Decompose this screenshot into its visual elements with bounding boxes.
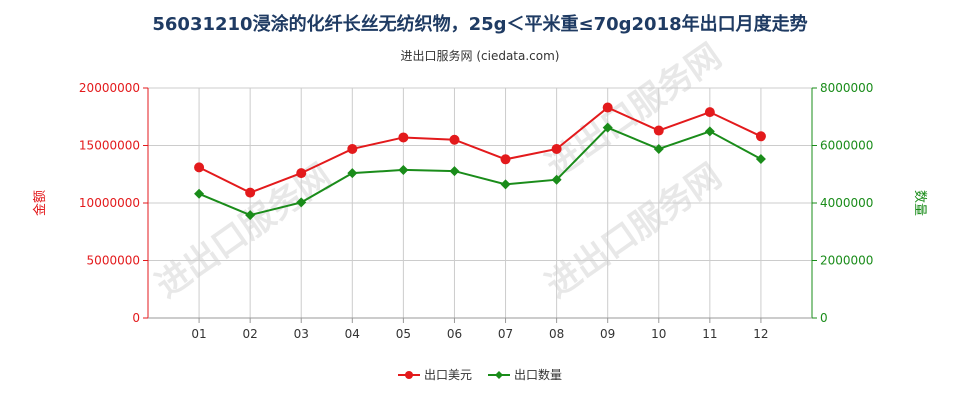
x-tick-label: 04: [345, 327, 360, 341]
x-tick-label: 03: [294, 327, 309, 341]
x-tick-label: 09: [600, 327, 615, 341]
y-left-tick-label: 15000000: [79, 139, 140, 153]
data-point-qty: [500, 179, 511, 190]
x-tick-label: 08: [549, 327, 564, 341]
legend-swatch-marker: [495, 371, 503, 379]
data-point-qty: [449, 166, 460, 177]
data-point-qty: [194, 188, 205, 199]
data-point-qty: [704, 126, 715, 137]
y-right-tick-label: 8000000: [820, 81, 873, 95]
x-tick-label: 07: [498, 327, 513, 341]
series-line-qty: [198, 126, 762, 217]
data-point-qty: [755, 154, 766, 165]
y-left-tick-label: 20000000: [79, 81, 140, 95]
chart-title: 56031210浸涂的化纤长丝无纺织物，25g＜平米重≤70g2018年出口月度…: [152, 14, 808, 35]
legend-swatch-marker: [405, 371, 413, 379]
y-left-axis-title: 金额: [32, 190, 48, 216]
legend-label: 出口数量: [514, 367, 562, 382]
x-tick-label: 11: [702, 327, 717, 341]
y-left-tick-label: 10000000: [79, 196, 140, 210]
series-line-usd: [198, 106, 762, 194]
data-point-usd: [347, 143, 358, 154]
y-right-tick-label: 6000000: [820, 139, 873, 153]
y-right-tick-label: 0: [820, 311, 828, 325]
y-left-tick-label: 5000000: [87, 254, 140, 268]
data-point-usd: [449, 134, 460, 145]
x-tick-label: 12: [753, 327, 768, 341]
y-right-tick-label: 4000000: [820, 196, 873, 210]
data-point-qty: [245, 210, 256, 221]
data-point-usd: [500, 154, 511, 165]
data-point-usd: [551, 143, 562, 154]
data-point-qty: [398, 164, 409, 175]
x-tick-label: 05: [396, 327, 411, 341]
data-point-usd: [704, 107, 715, 118]
data-point-usd: [602, 102, 613, 113]
data-point-usd: [755, 131, 766, 142]
y-right-axis-title: 数量: [912, 190, 927, 216]
x-tick-label: 06: [447, 327, 462, 341]
x-tick-label: 10: [651, 327, 666, 341]
chart-subtitle: 进出口服务网 (ciedata.com): [400, 49, 560, 63]
data-point-qty: [602, 122, 613, 133]
y-left-tick-label: 0: [132, 311, 140, 325]
y-right-tick-label: 2000000: [820, 254, 873, 268]
watermark-text: 进出口服务网: [149, 156, 339, 306]
data-point-usd: [653, 125, 664, 136]
legend-label: 出口美元: [424, 368, 472, 382]
data-point-qty: [296, 197, 307, 208]
data-point-usd: [398, 132, 409, 143]
data-point-usd: [296, 168, 307, 179]
x-tick-label: 02: [243, 327, 258, 341]
data-point-usd: [245, 187, 256, 198]
data-point-qty: [653, 143, 664, 154]
x-tick-label: 01: [191, 327, 206, 341]
data-point-usd: [194, 162, 205, 173]
data-point-qty: [551, 174, 562, 185]
data-point-qty: [347, 168, 358, 179]
